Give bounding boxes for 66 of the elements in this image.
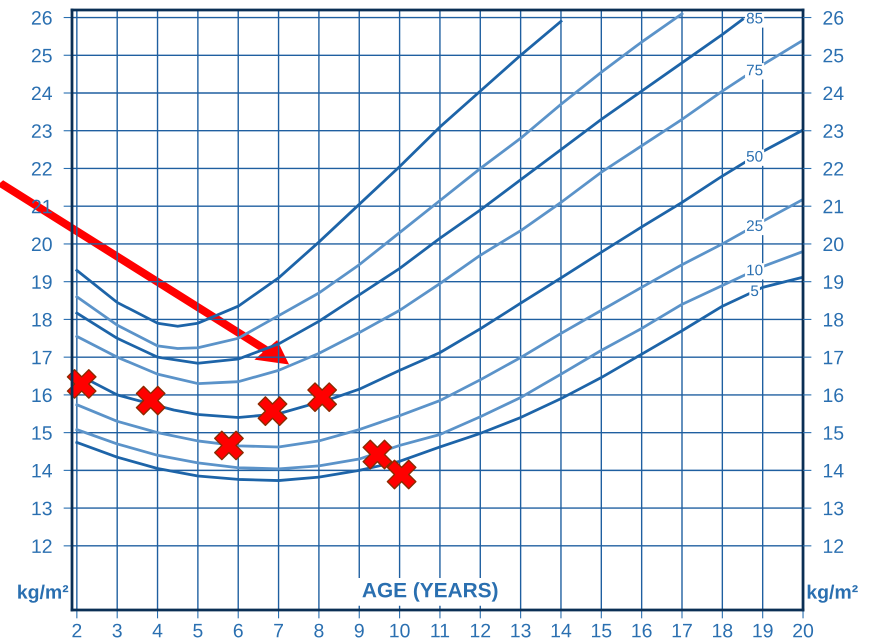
x-tick-label: 17 [672, 624, 692, 638]
point [214, 430, 244, 460]
y2-tick-label: 26 [823, 10, 844, 25]
y-tick-label: 15 [32, 426, 52, 440]
x-tick-label: 4 [152, 624, 162, 638]
y-tick-label: 26 [32, 10, 52, 25]
x-tick-label: 8 [314, 624, 324, 638]
series-label: 85 [746, 12, 762, 24]
x-tick-label: 2 [72, 624, 82, 638]
x-tick-label: 3 [112, 624, 122, 638]
point [136, 386, 166, 416]
line-series [75, 38, 804, 385]
series-label: 50 [746, 150, 763, 162]
y2-tick-label: 23 [823, 124, 844, 138]
y2-tick-label: 24 [823, 86, 844, 100]
y2-tick-label: 25 [823, 48, 844, 63]
point [386, 460, 417, 490]
x-tick-label: 11 [431, 624, 450, 638]
y-tick-label: 25 [32, 48, 52, 63]
y2-tick-label: 14 [824, 464, 844, 478]
y-tick-label: 22 [32, 162, 52, 176]
y2-tick-label: 16 [824, 388, 844, 402]
x-tick-label: 12 [470, 624, 490, 638]
x-tick-label: 14 [552, 624, 572, 638]
x-tick-label: 20 [793, 624, 814, 638]
x-tick-label: 19 [753, 624, 773, 638]
y-tick-label: 23 [32, 124, 52, 138]
series-label: 10 [747, 264, 763, 276]
y2-tick-label: 22 [823, 162, 844, 176]
series-label: 5 [750, 286, 758, 296]
line-series [75, 250, 804, 470]
x-tick-label: 18 [713, 624, 732, 638]
x-axis-title: AGE (YEARS) [362, 582, 498, 602]
x-tick-label: 16 [632, 624, 652, 638]
y2-tick-label: 18 [824, 312, 844, 327]
point [258, 396, 288, 426]
x-tick-label: 5 [193, 624, 202, 638]
y2-tick-label: 13 [824, 502, 844, 516]
x-tick-label: 13 [511, 624, 531, 638]
y2-tick-label: 20 [823, 237, 844, 252]
x-tick-label: 10 [390, 624, 410, 638]
line-series [75, 198, 804, 448]
series-label: 25 [746, 220, 762, 232]
y-tick-label: 12 [32, 539, 52, 553]
y-tick-label: 24 [32, 86, 52, 100]
x-tick-label: 15 [592, 624, 612, 638]
y2-tick-label: 12 [824, 539, 844, 553]
text: kg/m² [808, 584, 858, 603]
y2-tick-label: 21 [823, 200, 844, 214]
point [362, 440, 392, 470]
y-tick-label: 17 [32, 350, 52, 364]
y-tick-label: 20 [32, 237, 52, 252]
text: kg/m² [18, 584, 68, 603]
y-tick-label: 16 [32, 388, 52, 402]
x-tick-label: 9 [354, 624, 364, 638]
point [307, 382, 338, 412]
y-tick-label: 13 [32, 502, 52, 516]
y2-tick-label: 19 [824, 275, 844, 289]
x-tick-label: 7 [274, 624, 283, 638]
y-tick-label: 18 [32, 312, 52, 327]
series-label: 75 [746, 64, 762, 76]
y2-tick-label: 15 [824, 426, 844, 440]
y-tick-label: 14 [32, 464, 52, 478]
y2-tick-label: 17 [824, 350, 844, 364]
y-tick-label: 19 [32, 275, 52, 289]
x-tick-label: 6 [234, 624, 243, 638]
